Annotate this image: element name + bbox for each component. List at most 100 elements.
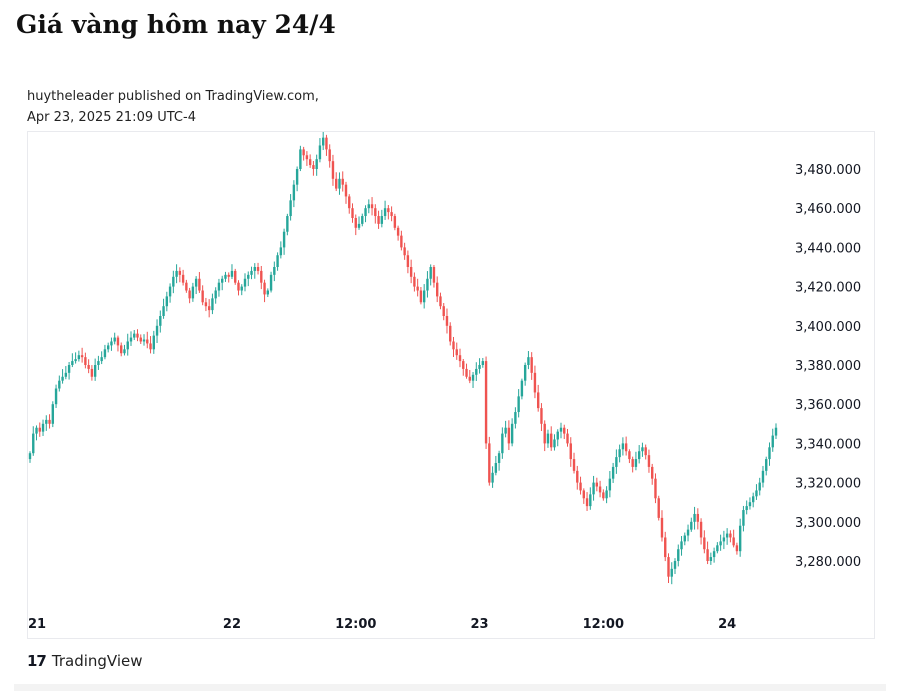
candle-body[interactable] [110,341,113,346]
candle-body[interactable] [302,149,305,156]
candle-body[interactable] [462,361,465,369]
candle-body[interactable] [409,267,413,277]
candle-body[interactable] [191,286,195,299]
candle-body[interactable] [566,433,569,444]
candle-body[interactable] [338,178,341,189]
candle-body[interactable] [250,270,253,275]
candle-body[interactable] [491,472,494,483]
candle-body[interactable] [181,274,185,283]
candle-body[interactable] [374,208,377,217]
candle-body[interactable] [712,551,716,558]
candle-body[interactable] [217,282,221,291]
candle-body[interactable] [175,270,178,277]
candle-body[interactable] [221,278,224,283]
candle-body[interactable] [667,557,670,577]
candle-body[interactable] [58,380,61,389]
candle-body[interactable] [84,357,87,365]
candle-body[interactable] [113,337,116,342]
candle-body[interactable] [481,361,485,365]
candle-body[interactable] [28,453,32,460]
candle-body[interactable] [295,169,299,185]
candle-body[interactable] [530,357,533,373]
candle-body[interactable] [677,549,680,561]
candle-body[interactable] [348,196,351,209]
candle-body[interactable] [335,178,338,189]
candle-body[interactable] [576,470,579,483]
candle-body[interactable] [683,535,686,542]
candle-body[interactable] [393,216,397,228]
candle-body[interactable] [308,159,312,166]
candle-body[interactable] [380,216,384,224]
candle-body[interactable] [507,427,511,444]
candle-body[interactable] [318,145,322,160]
candle-body[interactable] [87,365,90,369]
candle-body[interactable] [654,478,657,499]
candle-body[interactable] [748,502,752,507]
candle-body[interactable] [142,339,146,342]
candle-body[interactable] [615,457,618,467]
candle-body[interactable] [745,506,748,511]
candle-body[interactable] [703,537,706,550]
candle-body[interactable] [54,388,58,405]
candle-body[interactable] [432,267,436,283]
candle-body[interactable] [45,419,48,424]
candle-body[interactable] [93,365,97,377]
candle-body[interactable] [527,357,530,365]
candle-body[interactable] [243,278,247,287]
candle-body[interactable] [598,486,602,493]
candle-body[interactable] [146,339,149,344]
candle-body[interactable] [390,212,393,217]
candle-body[interactable] [67,365,71,373]
candle-body[interactable] [478,365,481,369]
candle-body[interactable] [387,208,390,213]
candle-body[interactable] [439,296,442,307]
candle-body[interactable] [129,337,133,342]
candle-body[interactable] [357,223,361,228]
candle-body[interactable] [664,537,667,558]
candle-body[interactable] [77,355,81,360]
candle-body[interactable] [413,276,416,287]
candle-body[interactable] [761,470,765,483]
candle-body[interactable] [690,521,693,530]
candle-body[interactable] [517,396,520,413]
candle-body[interactable] [556,431,559,440]
candle-body[interactable] [80,355,84,358]
candle-body[interactable] [299,149,302,169]
candle-body[interactable] [315,159,318,169]
candle-body[interactable] [725,533,729,538]
byline[interactable]: huytheleader published on TradingView.co… [27,89,319,104]
candle-body[interactable] [312,165,315,169]
candle-body[interactable] [165,296,169,307]
candle-body[interactable] [204,302,208,307]
candle-body[interactable] [501,433,504,454]
candle-body[interactable] [370,204,374,209]
candle-body[interactable] [51,404,55,424]
candle-body[interactable] [377,216,380,224]
candle-body[interactable] [35,427,38,434]
candle-body[interactable] [325,137,328,150]
candle-body[interactable] [38,427,41,432]
gold-price-chart[interactable]: 3,480.000 3,460.000 3,440.000 3,420.000 3,40… [28,132,874,638]
candle-body[interactable] [41,423,45,432]
candle-body[interactable] [771,435,774,448]
candle-body[interactable] [429,267,432,279]
candle-body[interactable] [341,178,344,185]
candle-body[interactable] [540,408,543,424]
candle-body[interactable] [416,286,419,291]
candle-body[interactable] [589,494,592,507]
candle-body[interactable] [64,372,68,377]
candle-body[interactable] [471,374,475,381]
candle-body[interactable] [442,306,445,316]
candle-body[interactable] [699,521,703,538]
candle-body[interactable] [149,343,152,350]
candle-body[interactable] [608,478,612,491]
candle-body[interactable] [738,525,742,552]
candle-body[interactable] [559,427,563,432]
candle-body[interactable] [504,427,507,434]
candle-body[interactable] [48,419,51,424]
candle-body[interactable] [765,459,768,471]
candle-body[interactable] [198,278,201,291]
candle-body[interactable] [422,290,426,303]
candle-body[interactable] [510,423,514,444]
candle-body[interactable] [592,482,595,495]
